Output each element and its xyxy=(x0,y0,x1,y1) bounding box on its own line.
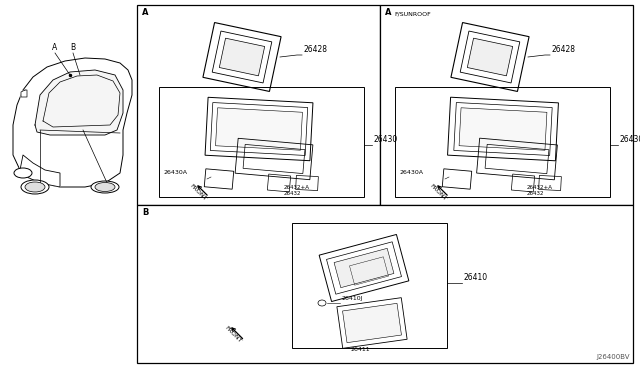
Text: FRONT: FRONT xyxy=(189,183,207,202)
Polygon shape xyxy=(220,38,265,76)
Text: 26430A: 26430A xyxy=(164,170,188,175)
Bar xyxy=(380,5,633,205)
Ellipse shape xyxy=(318,300,326,306)
Ellipse shape xyxy=(21,180,49,194)
Text: 26428: 26428 xyxy=(552,45,576,54)
Text: 26432+A: 26432+A xyxy=(284,185,310,190)
Text: FRONT: FRONT xyxy=(223,326,242,344)
Polygon shape xyxy=(467,38,513,76)
Text: 26410: 26410 xyxy=(464,273,488,282)
Bar xyxy=(395,87,610,197)
Text: A: A xyxy=(52,43,58,52)
Ellipse shape xyxy=(91,181,119,193)
Polygon shape xyxy=(216,108,303,150)
Ellipse shape xyxy=(25,182,45,192)
Ellipse shape xyxy=(14,168,32,178)
Polygon shape xyxy=(35,70,123,135)
Bar xyxy=(137,5,380,205)
Text: 26432: 26432 xyxy=(284,191,301,196)
Text: 26430: 26430 xyxy=(620,135,640,144)
Polygon shape xyxy=(13,58,132,187)
Text: B: B xyxy=(70,43,76,52)
Text: 26410J: 26410J xyxy=(342,296,364,301)
Bar xyxy=(137,205,633,363)
Polygon shape xyxy=(21,90,27,97)
Text: 26430: 26430 xyxy=(374,135,398,144)
Text: 26428: 26428 xyxy=(304,45,328,54)
Polygon shape xyxy=(20,155,60,187)
Text: 26432+A: 26432+A xyxy=(527,185,553,190)
Bar xyxy=(159,87,364,197)
Ellipse shape xyxy=(95,183,115,192)
Text: 26430A: 26430A xyxy=(400,170,424,175)
Text: A: A xyxy=(385,8,392,17)
Text: J26400BV: J26400BV xyxy=(596,354,630,360)
Text: F/SUNROOF: F/SUNROOF xyxy=(394,11,431,16)
Polygon shape xyxy=(459,108,547,150)
Polygon shape xyxy=(342,303,401,343)
Text: 26411: 26411 xyxy=(350,347,370,352)
Text: A: A xyxy=(142,8,148,17)
Bar xyxy=(292,223,447,348)
Text: FRONT: FRONT xyxy=(429,183,447,202)
Text: B: B xyxy=(142,208,148,217)
Text: 26432: 26432 xyxy=(527,191,545,196)
Polygon shape xyxy=(334,248,394,288)
